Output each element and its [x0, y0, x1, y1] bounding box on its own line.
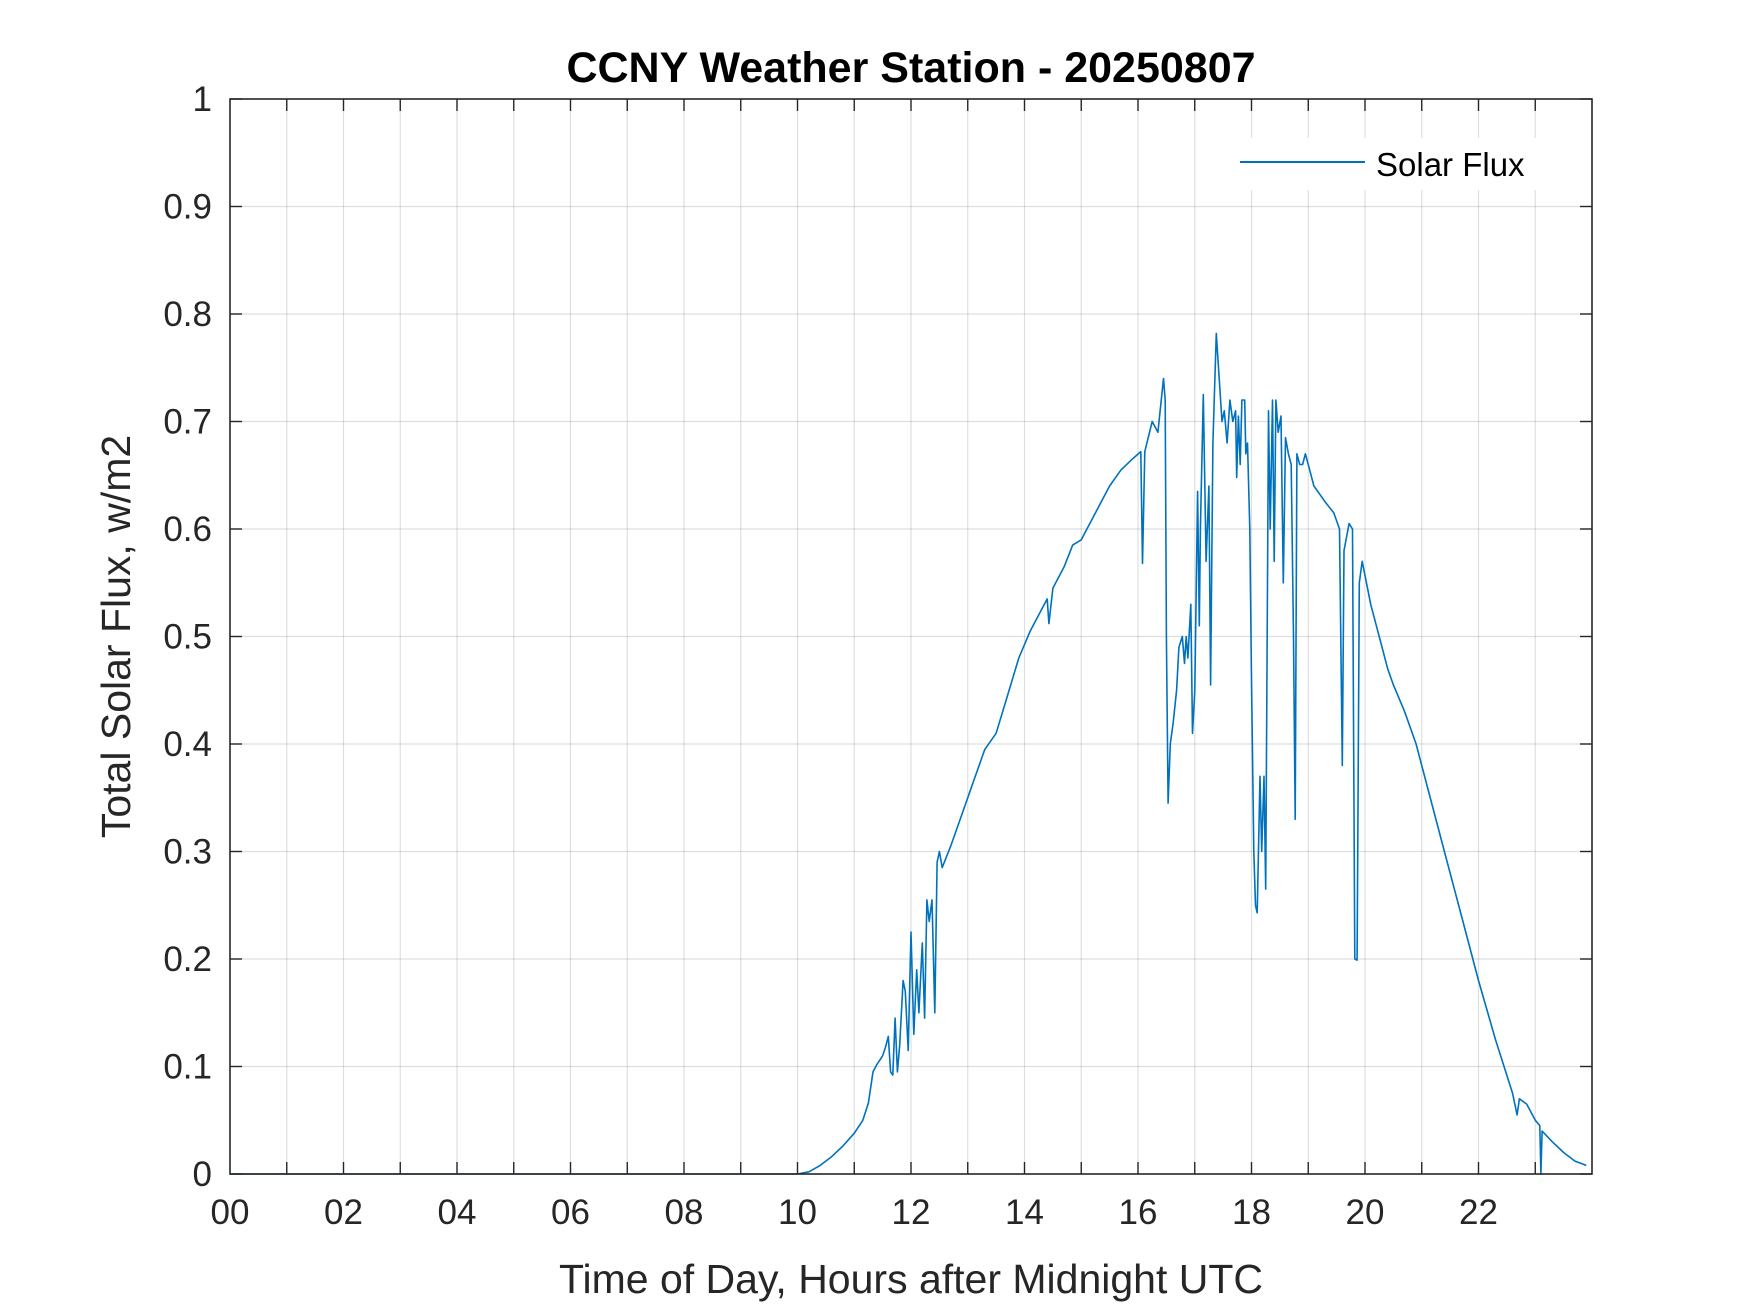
y-tick-label: 0.1	[163, 1048, 212, 1087]
x-tick-label: 18	[1232, 1193, 1271, 1232]
y-tick-label: 0.2	[163, 940, 212, 979]
x-tick-label: 20	[1346, 1193, 1385, 1232]
x-tick-label: 22	[1459, 1193, 1498, 1232]
tick-layer	[230, 98, 1592, 1175]
x-tick-label: 12	[892, 1193, 931, 1232]
x-tick-label: 14	[1005, 1193, 1044, 1232]
x-tick-label: 00	[211, 1193, 250, 1232]
x-tick-label: 06	[551, 1193, 590, 1232]
y-tick-label: 0.9	[163, 188, 212, 227]
legend[interactable]: Solar Flux	[1220, 138, 1550, 190]
y-tick-label: 0	[193, 1155, 212, 1194]
tick-label-layer: 00 02 04 06 08 10 12 14 16 18 20 22 0 0.1 0.2 0.3 0.4 0.5…	[163, 80, 1498, 1232]
y-tick-label: 0.5	[163, 618, 212, 657]
chart-title: CCNY Weather Station - 20250807	[566, 44, 1255, 92]
y-tick-label: 0.7	[163, 403, 212, 442]
legend-label-solar-flux: Solar Flux	[1376, 146, 1525, 183]
axes-box	[229, 98, 1593, 1175]
x-axis-label: Time of Day, Hours after Midnight UTC	[559, 1256, 1263, 1302]
series-layer	[230, 332, 1587, 1175]
y-tick-label: 0.6	[163, 510, 212, 549]
x-tick-label: 04	[438, 1193, 477, 1232]
y-tick-label: 0.3	[163, 833, 212, 872]
x-tick-label: 08	[665, 1193, 704, 1232]
series-line-solar-flux	[230, 332, 1587, 1175]
y-tick-label: 1	[193, 80, 212, 119]
y-axis-label: Total Solar Flux, w/m2	[93, 435, 139, 838]
y-tick-label: 0.8	[163, 295, 212, 334]
y-tick-label: 0.4	[163, 725, 212, 764]
x-tick-label: 10	[778, 1193, 817, 1232]
x-tick-label: 16	[1119, 1193, 1158, 1232]
x-tick-label: 02	[324, 1193, 363, 1232]
legend-box	[1220, 138, 1550, 190]
plot-area	[230, 99, 1592, 1174]
